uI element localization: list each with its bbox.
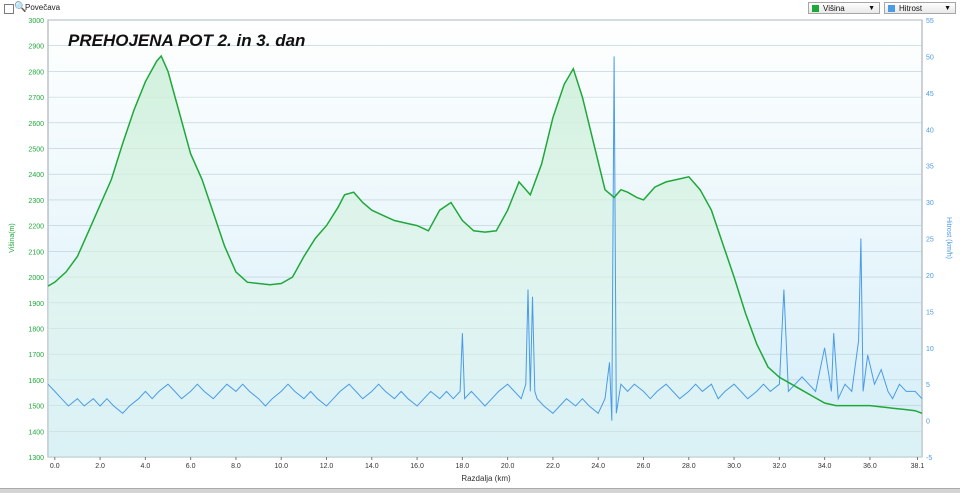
y-right-tick-label: 35 <box>926 164 934 171</box>
series-select-altitude[interactable]: Višina ▼ <box>808 2 880 14</box>
series-select-altitude-label: Višina <box>823 4 845 13</box>
x-tick-label: 12.0 <box>320 463 334 470</box>
speed-color-swatch <box>888 5 895 12</box>
x-tick-label: 32.0 <box>773 463 787 470</box>
y-left-tick-label: 2800 <box>28 69 44 76</box>
x-tick-label: 4.0 <box>140 463 150 470</box>
x-tick-label: 28.0 <box>682 463 696 470</box>
x-tick-label: 16.0 <box>410 463 424 470</box>
y-left-tick-label: 1700 <box>28 352 44 359</box>
altitude-area <box>48 56 922 457</box>
x-tick-label: 20.0 <box>501 463 515 470</box>
series-select-speed-label: Hitrost <box>899 4 923 13</box>
y-left-tick-labels: 1300 1400 1500 1600 1700 1800 1900 2000 2100 2200… <box>28 18 44 462</box>
x-axis-label: Razdalja (km) <box>461 474 511 483</box>
y-left-tick-label: 2600 <box>28 121 44 128</box>
chevron-down-icon: ▼ <box>868 5 875 12</box>
y-left-tick-label: 1800 <box>28 326 44 333</box>
chart-toolbar: 🔍 Povečava Višina ▼ Hitrost ▼ <box>0 0 960 16</box>
y-left-tick-label: 3000 <box>28 18 44 25</box>
y-right-tick-label: 30 <box>926 200 934 207</box>
y-right-tick-label: 15 <box>926 309 934 316</box>
x-tick-label: 38.1 <box>911 463 925 470</box>
y-left-axis-label: Višina(m) <box>9 223 16 252</box>
x-tick-label: 22.0 <box>546 463 560 470</box>
y-left-tick-label: 2200 <box>28 224 44 231</box>
y-left-tick-label: 1600 <box>28 378 44 385</box>
zoom-checkbox[interactable] <box>4 4 14 14</box>
series-select-speed[interactable]: Hitrost ▼ <box>884 2 956 14</box>
y-right-tick-label: 55 <box>926 18 934 25</box>
y-right-tick-label: 50 <box>926 54 934 61</box>
y-left-tick-label: 1900 <box>28 301 44 308</box>
y-left-tick-label: 2300 <box>28 198 44 205</box>
chevron-down-icon: ▼ <box>944 5 951 12</box>
y-right-tick-label: 40 <box>926 127 934 134</box>
x-tick-label: 2.0 <box>95 463 105 470</box>
speed-series-line <box>47 56 923 421</box>
chart-title: PREHOJENA POT 2. in 3. dan <box>68 31 305 50</box>
y-right-tick-label: 10 <box>926 346 934 353</box>
y-right-tick-label: 25 <box>926 237 934 244</box>
y-left-tick-label: 1300 <box>28 455 44 462</box>
x-tick-labels: 0.0 2.0 4.0 6.0 8.0 10.0 12.0 14.0 16.0 18.0 20.0 2… <box>50 457 924 470</box>
y-left-tick-label: 2000 <box>28 275 44 282</box>
x-tick-label: 8.0 <box>231 463 241 470</box>
zoom-label: Povečava <box>25 3 61 12</box>
y-left-tick-label: 1400 <box>28 429 44 436</box>
y-right-tick-labels: -5 0 5 10 15 20 25 30 35 40 45 50 55 <box>926 18 934 462</box>
y-right-tick-label: 5 <box>926 382 930 389</box>
y-left-tick-label: 2500 <box>28 147 44 154</box>
x-tick-label: 26.0 <box>637 463 651 470</box>
y-left-tick-label: 1500 <box>28 404 44 411</box>
x-tick-label: 24.0 <box>591 463 605 470</box>
y-right-tick-label: -5 <box>926 455 932 462</box>
status-bar <box>0 488 960 493</box>
altitude-color-swatch <box>812 5 819 12</box>
y-left-tick-label: 2400 <box>28 172 44 179</box>
x-tick-label: 36.0 <box>863 463 877 470</box>
x-tick-label: 18.0 <box>456 463 470 470</box>
x-tick-label: 6.0 <box>186 463 196 470</box>
y-left-tick-label: 2700 <box>28 95 44 102</box>
y-right-tick-label: 0 <box>926 419 930 426</box>
x-tick-label: 0.0 <box>50 463 60 470</box>
magnifier-icon: 🔍 <box>14 2 27 13</box>
x-tick-label: 30.0 <box>727 463 741 470</box>
x-tick-label: 34.0 <box>818 463 832 470</box>
x-tick-label: 10.0 <box>274 463 288 470</box>
x-tick-label: 14.0 <box>365 463 379 470</box>
altitude-series-line <box>47 54 923 415</box>
y-right-axis-label: Hitrost (km/h) <box>945 217 952 259</box>
y-left-tick-label: 2100 <box>28 249 44 256</box>
y-left-tick-label: 2900 <box>28 44 44 51</box>
y-right-tick-label: 20 <box>926 273 934 280</box>
y-right-tick-label: 45 <box>926 91 934 98</box>
